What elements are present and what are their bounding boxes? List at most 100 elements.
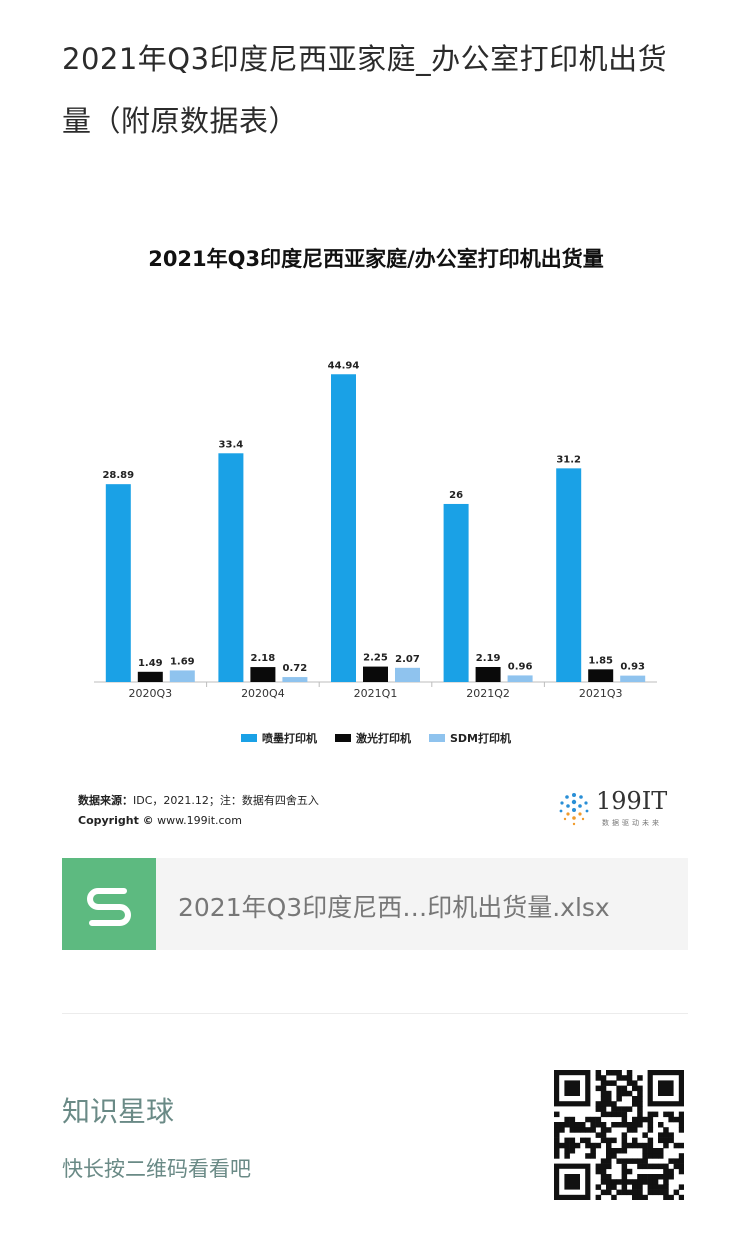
qr-module <box>600 1189 607 1196</box>
qr-module <box>652 1179 659 1185</box>
data-label-sdm-2020Q4: 0.72 <box>283 663 308 674</box>
qr-module <box>554 1132 560 1138</box>
qr-module <box>637 1106 643 1112</box>
qr-module <box>658 1148 664 1154</box>
qr-module <box>606 1148 612 1154</box>
qr-module <box>652 1189 659 1196</box>
qr-module <box>642 1163 648 1170</box>
qr-module <box>637 1189 643 1196</box>
qr-module <box>637 1101 643 1107</box>
legend-label-sdm: SDM打印机 <box>450 732 511 745</box>
x-tick-label-2021Q1: 2021Q1 <box>354 687 398 700</box>
qr-module <box>595 1101 602 1107</box>
qr-module <box>632 1179 638 1185</box>
qr-module <box>606 1189 612 1196</box>
qr-module <box>595 1106 602 1112</box>
qr-module <box>611 1101 617 1107</box>
qr-module <box>564 1116 570 1123</box>
qr-module <box>678 1127 684 1133</box>
qr-module <box>663 1168 669 1175</box>
qr-module <box>621 1075 628 1081</box>
qr-module <box>658 1174 664 1180</box>
qr-module <box>569 1116 576 1123</box>
qr-module <box>611 1106 617 1112</box>
qr-module <box>600 1174 607 1180</box>
qr-module <box>647 1179 654 1185</box>
qr-module <box>621 1174 628 1180</box>
qr-module <box>580 1127 586 1133</box>
legend-label-laser: 激光打印机 <box>356 732 411 745</box>
qr-module <box>647 1127 654 1133</box>
qr-module <box>642 1179 648 1185</box>
qr-module <box>621 1137 628 1144</box>
qr-module <box>642 1132 648 1138</box>
qr-module <box>626 1090 633 1097</box>
qr-module <box>569 1137 576 1144</box>
bar-laser-2020Q3 <box>137 671 163 682</box>
qr-module <box>616 1090 622 1097</box>
logo-text: 199IT <box>596 787 668 815</box>
qr-module <box>621 1158 628 1164</box>
qr-module <box>626 1106 633 1112</box>
qr-module <box>637 1158 643 1164</box>
qr-module <box>559 1127 565 1133</box>
bar-laser-2021Q1 <box>363 666 388 682</box>
planet-subtitle: 快长按二维码看看吧 <box>62 1157 251 1181</box>
qr-module <box>554 1111 560 1118</box>
bar-inkjet-2021Q2 <box>443 503 469 682</box>
qr-module <box>616 1106 622 1112</box>
qr-module <box>606 1184 612 1190</box>
qr-module <box>600 1127 607 1133</box>
qr-module <box>621 1085 628 1092</box>
qr-module <box>673 1158 680 1164</box>
qr-module <box>647 1137 654 1144</box>
qr-module <box>647 1122 654 1128</box>
qr-code-icon[interactable] <box>554 1070 684 1200</box>
data-label-laser-2021Q1: 2.25 <box>363 653 388 664</box>
qr-module <box>647 1148 654 1154</box>
qr-module <box>595 1168 602 1175</box>
data-label-laser-2021Q2: 2.19 <box>476 653 501 664</box>
qr-module <box>554 1137 560 1144</box>
spreadsheet-s-icon <box>62 858 156 950</box>
qr-module <box>611 1194 617 1200</box>
qr-module <box>559 1142 565 1149</box>
legend-label-inkjet: 喷墨打印机 <box>262 732 317 745</box>
qr-module <box>621 1179 628 1185</box>
copyright-site: www.199it.com <box>157 814 243 827</box>
legend-swatch-sdm <box>429 734 445 742</box>
qr-module <box>668 1194 674 1200</box>
qr-module <box>647 1189 654 1196</box>
qr-module <box>632 1096 638 1102</box>
qr-module <box>642 1153 648 1159</box>
bar-sdm-2020Q4 <box>282 677 308 682</box>
legend-swatch-laser <box>335 734 351 742</box>
qr-module <box>616 1158 622 1164</box>
qr-module <box>595 1070 602 1076</box>
qr-module <box>616 1111 622 1118</box>
qr-module <box>678 1116 684 1123</box>
qr-module <box>632 1189 638 1196</box>
bar-inkjet-2021Q1 <box>331 374 356 682</box>
bar-sdm-2021Q2 <box>507 675 533 682</box>
qr-module <box>637 1142 643 1149</box>
qr-module <box>663 1163 669 1170</box>
qr-module <box>574 1142 581 1149</box>
chart-image[interactable]: 2021年Q3印度尼西亚家庭/办公室打印机出货量 28.89 1.49 1.69 20… <box>62 225 690 850</box>
qr-module <box>621 1184 628 1190</box>
bar-laser-2021Q2 <box>475 667 501 682</box>
attachment-card[interactable]: 2021年Q3印度尼西…印机出货量.xlsx <box>62 858 688 950</box>
legend-item-laser: 激光打印机 <box>335 730 411 746</box>
chart-legend: 喷墨打印机 激光打印机 SDM打印机 <box>62 730 690 746</box>
qr-module <box>564 1148 570 1154</box>
qr-module <box>616 1122 622 1128</box>
qr-module <box>632 1184 638 1190</box>
qr-module <box>590 1116 596 1123</box>
qr-module <box>642 1158 648 1164</box>
qr-module <box>652 1153 659 1159</box>
qr-module <box>616 1096 622 1102</box>
qr-module <box>668 1116 674 1123</box>
bar-laser-2020Q4 <box>250 667 276 682</box>
qr-module <box>621 1106 628 1112</box>
qr-module <box>632 1158 638 1164</box>
